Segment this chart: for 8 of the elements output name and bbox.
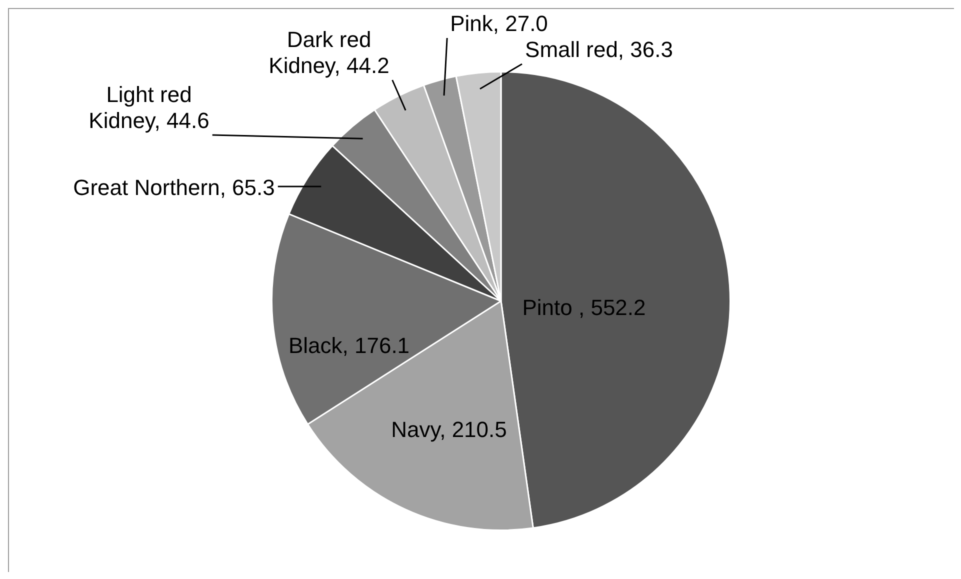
slice-label: Black, 176.1 [288,333,410,358]
slice-label: Pink, 27.0 [450,11,548,36]
slice-label: Dark red Kidney, 44.2 [268,27,390,78]
slice-label: Great Northern, 65.3 [73,175,275,200]
slice-label: Pinto , 552.2 [522,295,646,320]
slice-label: Small red, 36.3 [525,37,673,62]
slice-label: Light red Kidney, 44.6 [88,82,210,134]
slice-label: Navy, 210.5 [391,417,507,442]
